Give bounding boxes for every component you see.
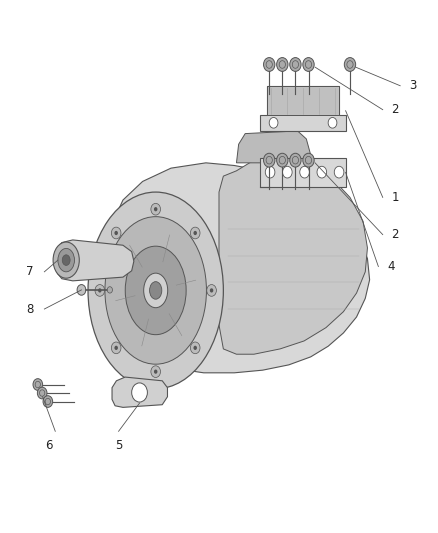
Ellipse shape xyxy=(62,255,70,265)
Circle shape xyxy=(37,387,47,399)
Text: 8: 8 xyxy=(26,303,33,316)
FancyBboxPatch shape xyxy=(261,158,346,187)
Text: 5: 5 xyxy=(115,439,122,453)
Circle shape xyxy=(194,231,197,235)
Ellipse shape xyxy=(88,192,223,389)
FancyBboxPatch shape xyxy=(267,86,339,115)
Circle shape xyxy=(114,346,118,350)
Circle shape xyxy=(191,342,200,354)
Ellipse shape xyxy=(53,242,79,278)
Ellipse shape xyxy=(105,216,206,364)
Circle shape xyxy=(210,288,213,293)
Circle shape xyxy=(290,58,301,71)
Circle shape xyxy=(95,285,105,296)
Text: 7: 7 xyxy=(26,265,33,278)
Text: 2: 2 xyxy=(392,103,399,116)
Polygon shape xyxy=(57,240,134,281)
Circle shape xyxy=(303,154,314,167)
Circle shape xyxy=(264,154,275,167)
Circle shape xyxy=(191,227,200,239)
Circle shape xyxy=(277,154,288,167)
Text: 1: 1 xyxy=(392,191,399,204)
Circle shape xyxy=(98,288,102,293)
Polygon shape xyxy=(112,377,167,407)
Circle shape xyxy=(111,342,121,354)
Circle shape xyxy=(328,117,337,128)
Circle shape xyxy=(194,346,197,350)
Circle shape xyxy=(207,285,216,296)
Text: 4: 4 xyxy=(387,260,395,273)
Text: 6: 6 xyxy=(45,439,53,453)
Text: 3: 3 xyxy=(409,79,416,92)
Polygon shape xyxy=(96,163,370,373)
Circle shape xyxy=(344,58,356,71)
Circle shape xyxy=(107,287,113,293)
Circle shape xyxy=(77,285,86,295)
Polygon shape xyxy=(237,131,311,163)
Circle shape xyxy=(151,366,160,377)
Circle shape xyxy=(303,58,314,71)
Ellipse shape xyxy=(150,281,162,299)
Circle shape xyxy=(151,204,160,215)
Polygon shape xyxy=(219,155,367,354)
Circle shape xyxy=(264,58,275,71)
Polygon shape xyxy=(261,86,346,131)
Circle shape xyxy=(334,166,344,178)
Circle shape xyxy=(290,154,301,167)
Circle shape xyxy=(283,166,292,178)
Circle shape xyxy=(114,231,118,235)
Ellipse shape xyxy=(58,248,74,272)
Circle shape xyxy=(277,58,288,71)
Circle shape xyxy=(111,227,121,239)
Circle shape xyxy=(269,117,278,128)
Circle shape xyxy=(317,166,327,178)
Circle shape xyxy=(265,166,275,178)
Circle shape xyxy=(154,369,157,374)
Text: 2: 2 xyxy=(392,228,399,241)
Circle shape xyxy=(300,166,309,178)
Ellipse shape xyxy=(125,246,186,335)
Circle shape xyxy=(132,383,148,402)
Circle shape xyxy=(43,395,53,407)
Circle shape xyxy=(154,207,157,211)
Circle shape xyxy=(33,378,42,390)
Ellipse shape xyxy=(144,273,168,308)
